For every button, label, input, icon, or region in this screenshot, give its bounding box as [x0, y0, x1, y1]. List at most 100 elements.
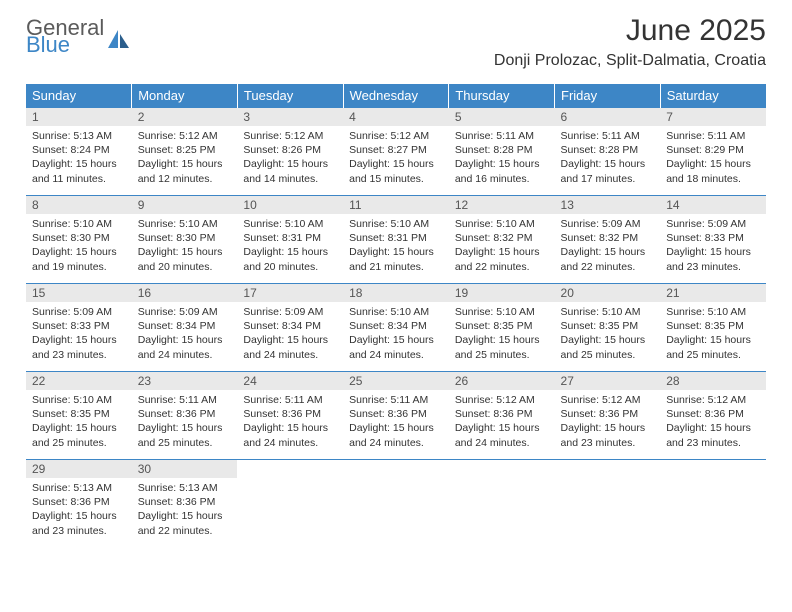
day-details: Sunrise: 5:13 AMSunset: 8:36 PMDaylight:… [132, 478, 238, 542]
daylight-line: Daylight: 15 hours and 23 minutes. [561, 421, 655, 449]
sunrise-line: Sunrise: 5:10 AM [349, 305, 443, 319]
calendar-cell [449, 460, 555, 548]
daylight-line: Daylight: 15 hours and 23 minutes. [666, 245, 760, 273]
daylight-line: Daylight: 15 hours and 11 minutes. [32, 157, 126, 185]
calendar-body: 1Sunrise: 5:13 AMSunset: 8:24 PMDaylight… [26, 108, 766, 548]
calendar-cell: 11Sunrise: 5:10 AMSunset: 8:31 PMDayligh… [343, 196, 449, 284]
calendar-header-row: Sunday Monday Tuesday Wednesday Thursday… [26, 84, 766, 108]
day-number: 8 [26, 196, 132, 214]
page-title: June 2025 [494, 14, 766, 48]
day-number: 18 [343, 284, 449, 302]
calendar-week-row: 22Sunrise: 5:10 AMSunset: 8:35 PMDayligh… [26, 372, 766, 460]
sunset-line: Sunset: 8:34 PM [243, 319, 337, 333]
calendar-cell: 28Sunrise: 5:12 AMSunset: 8:36 PMDayligh… [660, 372, 766, 460]
sail-icon [108, 30, 130, 48]
calendar-cell: 7Sunrise: 5:11 AMSunset: 8:29 PMDaylight… [660, 108, 766, 196]
day-details: Sunrise: 5:12 AMSunset: 8:36 PMDaylight:… [660, 390, 766, 454]
daylight-line: Daylight: 15 hours and 25 minutes. [666, 333, 760, 361]
sunset-line: Sunset: 8:36 PM [243, 407, 337, 421]
sunrise-line: Sunrise: 5:10 AM [349, 217, 443, 231]
sunrise-line: Sunrise: 5:09 AM [243, 305, 337, 319]
calendar-table: Sunday Monday Tuesday Wednesday Thursday… [26, 84, 766, 548]
sunrise-line: Sunrise: 5:10 AM [666, 305, 760, 319]
sunset-line: Sunset: 8:24 PM [32, 143, 126, 157]
daylight-line: Daylight: 15 hours and 24 minutes. [349, 333, 443, 361]
sunset-line: Sunset: 8:28 PM [561, 143, 655, 157]
sunset-line: Sunset: 8:36 PM [32, 495, 126, 509]
weekday-header: Monday [132, 84, 238, 108]
sunset-line: Sunset: 8:36 PM [561, 407, 655, 421]
calendar-cell: 15Sunrise: 5:09 AMSunset: 8:33 PMDayligh… [26, 284, 132, 372]
day-number: 6 [555, 108, 661, 126]
daylight-line: Daylight: 15 hours and 22 minutes. [561, 245, 655, 273]
brand-text: General Blue [26, 18, 104, 56]
daylight-line: Daylight: 15 hours and 24 minutes. [243, 421, 337, 449]
day-details: Sunrise: 5:11 AMSunset: 8:36 PMDaylight:… [237, 390, 343, 454]
day-details: Sunrise: 5:09 AMSunset: 8:34 PMDaylight:… [237, 302, 343, 366]
calendar-cell: 12Sunrise: 5:10 AMSunset: 8:32 PMDayligh… [449, 196, 555, 284]
calendar-cell: 6Sunrise: 5:11 AMSunset: 8:28 PMDaylight… [555, 108, 661, 196]
daylight-line: Daylight: 15 hours and 18 minutes. [666, 157, 760, 185]
sunset-line: Sunset: 8:27 PM [349, 143, 443, 157]
day-number: 23 [132, 372, 238, 390]
day-details: Sunrise: 5:09 AMSunset: 8:34 PMDaylight:… [132, 302, 238, 366]
sunrise-line: Sunrise: 5:12 AM [561, 393, 655, 407]
daylight-line: Daylight: 15 hours and 20 minutes. [243, 245, 337, 273]
day-details: Sunrise: 5:10 AMSunset: 8:35 PMDaylight:… [26, 390, 132, 454]
sunset-line: Sunset: 8:31 PM [349, 231, 443, 245]
day-number: 9 [132, 196, 238, 214]
sunset-line: Sunset: 8:30 PM [32, 231, 126, 245]
weekday-header: Sunday [26, 84, 132, 108]
calendar-cell: 4 Sunrise: 5:12 AMSunset: 8:27 PMDaylight… [343, 108, 449, 196]
calendar-week-row: 8Sunrise: 5:10 AMSunset: 8:30 PMDaylight… [26, 196, 766, 284]
calendar-week-row: 1Sunrise: 5:13 AMSunset: 8:24 PMDaylight… [26, 108, 766, 196]
calendar-cell: 13Sunrise: 5:09 AMSunset: 8:32 PMDayligh… [555, 196, 661, 284]
day-number: 4 [343, 108, 449, 126]
sunrise-line: Sunrise: 5:10 AM [32, 217, 126, 231]
sunrise-line: Sunrise: 5:10 AM [32, 393, 126, 407]
calendar-cell: 10Sunrise: 5:10 AMSunset: 8:31 PMDayligh… [237, 196, 343, 284]
weekday-header: Thursday [449, 84, 555, 108]
day-number: 20 [555, 284, 661, 302]
sunrise-line: Sunrise: 5:10 AM [455, 217, 549, 231]
sunset-line: Sunset: 8:36 PM [138, 495, 232, 509]
calendar-cell: 17Sunrise: 5:09 AMSunset: 8:34 PMDayligh… [237, 284, 343, 372]
day-details: Sunrise: 5:10 AMSunset: 8:35 PMDaylight:… [449, 302, 555, 366]
sunset-line: Sunset: 8:35 PM [561, 319, 655, 333]
calendar-cell: 26Sunrise: 5:12 AMSunset: 8:36 PMDayligh… [449, 372, 555, 460]
weekday-header: Wednesday [343, 84, 449, 108]
sunset-line: Sunset: 8:35 PM [455, 319, 549, 333]
day-number: 7 [660, 108, 766, 126]
day-details: Sunrise: 5:12 AMSunset: 8:26 PMDaylight:… [237, 126, 343, 190]
calendar-cell: 2Sunrise: 5:12 AMSunset: 8:25 PMDaylight… [132, 108, 238, 196]
calendar-cell: 18Sunrise: 5:10 AMSunset: 8:34 PMDayligh… [343, 284, 449, 372]
day-number: 17 [237, 284, 343, 302]
day-number: 29 [26, 460, 132, 478]
sunrise-line: Sunrise: 5:10 AM [561, 305, 655, 319]
daylight-line: Daylight: 15 hours and 20 minutes. [138, 245, 232, 273]
sunrise-line: Sunrise: 5:13 AM [32, 481, 126, 495]
daylight-line: Daylight: 15 hours and 15 minutes. [349, 157, 443, 185]
day-details: Sunrise: 5:13 AMSunset: 8:24 PMDaylight:… [26, 126, 132, 190]
sunrise-line: Sunrise: 5:11 AM [243, 393, 337, 407]
day-number: 12 [449, 196, 555, 214]
calendar-cell [555, 460, 661, 548]
calendar-cell: 24Sunrise: 5:11 AMSunset: 8:36 PMDayligh… [237, 372, 343, 460]
day-number: 1 [26, 108, 132, 126]
sunrise-line: Sunrise: 5:09 AM [666, 217, 760, 231]
sunrise-line: Sunrise: 5:12 AM [455, 393, 549, 407]
day-details: Sunrise: 5:10 AMSunset: 8:31 PMDaylight:… [343, 214, 449, 278]
sunset-line: Sunset: 8:36 PM [455, 407, 549, 421]
sunrise-line: Sunrise: 5:10 AM [455, 305, 549, 319]
sunrise-line: Sunrise: 5:11 AM [455, 129, 549, 143]
day-number: 30 [132, 460, 238, 478]
sunset-line: Sunset: 8:28 PM [455, 143, 549, 157]
day-number: 28 [660, 372, 766, 390]
daylight-line: Daylight: 15 hours and 24 minutes. [349, 421, 443, 449]
day-number: 15 [26, 284, 132, 302]
sunrise-line: Sunrise: 5:11 AM [138, 393, 232, 407]
daylight-line: Daylight: 15 hours and 25 minutes. [138, 421, 232, 449]
calendar-cell: 27Sunrise: 5:12 AMSunset: 8:36 PMDayligh… [555, 372, 661, 460]
calendar-cell: 14Sunrise: 5:09 AMSunset: 8:33 PMDayligh… [660, 196, 766, 284]
sunrise-line: Sunrise: 5:12 AM [349, 129, 443, 143]
